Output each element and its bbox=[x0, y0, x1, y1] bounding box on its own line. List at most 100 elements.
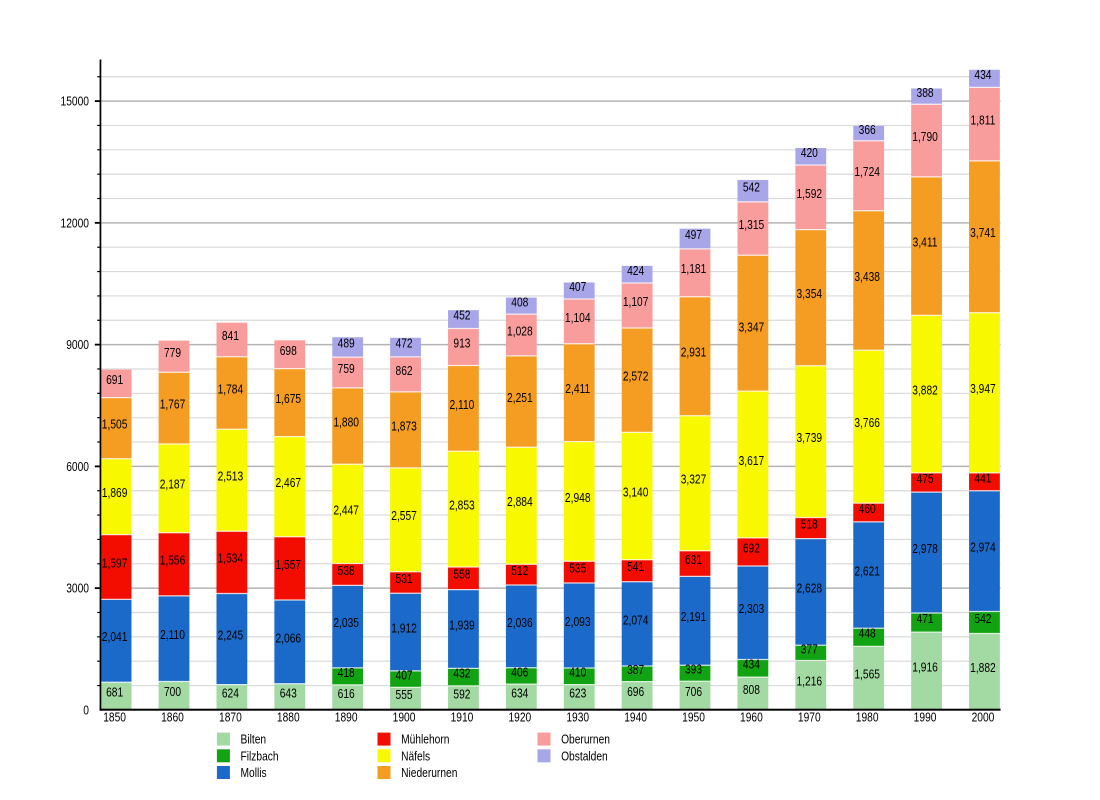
svg-text:3,741: 3,741 bbox=[970, 227, 996, 240]
svg-text:2,074: 2,074 bbox=[623, 614, 649, 627]
svg-text:1,104: 1,104 bbox=[565, 312, 591, 325]
svg-text:1,181: 1,181 bbox=[681, 263, 707, 276]
svg-text:808: 808 bbox=[743, 684, 760, 697]
svg-text:1,790: 1,790 bbox=[912, 131, 938, 144]
svg-text:3,617: 3,617 bbox=[739, 455, 765, 468]
svg-text:3,140: 3,140 bbox=[623, 487, 649, 500]
svg-text:623: 623 bbox=[569, 688, 586, 701]
svg-text:2,948: 2,948 bbox=[565, 492, 591, 505]
svg-text:366: 366 bbox=[859, 124, 876, 137]
svg-text:406: 406 bbox=[511, 666, 528, 679]
svg-text:841: 841 bbox=[222, 330, 239, 343]
svg-text:1,315: 1,315 bbox=[739, 219, 765, 232]
svg-text:Mollis: Mollis bbox=[241, 767, 267, 780]
svg-text:441: 441 bbox=[974, 472, 991, 485]
svg-text:2,447: 2,447 bbox=[333, 504, 359, 517]
svg-text:624: 624 bbox=[222, 688, 240, 701]
svg-text:2,974: 2,974 bbox=[970, 542, 996, 555]
svg-text:Niederurnen: Niederurnen bbox=[401, 767, 457, 780]
svg-text:3,947: 3,947 bbox=[970, 383, 996, 396]
svg-text:2,035: 2,035 bbox=[333, 617, 359, 630]
svg-text:1,565: 1,565 bbox=[854, 669, 880, 682]
svg-text:3,882: 3,882 bbox=[912, 385, 938, 398]
svg-text:1920: 1920 bbox=[508, 711, 531, 724]
svg-text:1890: 1890 bbox=[335, 711, 358, 724]
svg-text:448: 448 bbox=[859, 628, 876, 641]
svg-text:913: 913 bbox=[453, 337, 470, 350]
svg-text:1880: 1880 bbox=[277, 711, 300, 724]
svg-text:2,513: 2,513 bbox=[218, 471, 244, 484]
svg-text:558: 558 bbox=[453, 569, 470, 582]
svg-text:2,557: 2,557 bbox=[391, 510, 417, 523]
svg-text:541: 541 bbox=[627, 561, 644, 574]
svg-text:1990: 1990 bbox=[914, 711, 937, 724]
svg-text:2,110: 2,110 bbox=[160, 629, 185, 642]
svg-text:1,505: 1,505 bbox=[102, 419, 128, 432]
svg-text:2000: 2000 bbox=[972, 711, 995, 724]
svg-text:643: 643 bbox=[280, 687, 297, 700]
svg-text:3,766: 3,766 bbox=[854, 417, 880, 430]
svg-text:3,354: 3,354 bbox=[796, 288, 822, 301]
svg-text:2,884: 2,884 bbox=[507, 496, 533, 509]
svg-text:1870: 1870 bbox=[219, 711, 242, 724]
svg-text:Obstalden: Obstalden bbox=[561, 750, 608, 763]
svg-text:1930: 1930 bbox=[566, 711, 589, 724]
svg-text:1,912: 1,912 bbox=[391, 623, 417, 636]
svg-text:691: 691 bbox=[106, 374, 123, 387]
svg-text:1980: 1980 bbox=[856, 711, 879, 724]
svg-text:631: 631 bbox=[685, 554, 702, 567]
svg-text:3,411: 3,411 bbox=[913, 237, 938, 250]
svg-text:12000: 12000 bbox=[61, 218, 89, 231]
svg-text:452: 452 bbox=[453, 310, 470, 323]
svg-text:538: 538 bbox=[338, 565, 355, 578]
svg-text:1,811: 1,811 bbox=[971, 115, 996, 128]
svg-text:434: 434 bbox=[743, 659, 761, 672]
svg-text:681: 681 bbox=[106, 687, 123, 700]
svg-text:1950: 1950 bbox=[682, 711, 705, 724]
svg-text:1,784: 1,784 bbox=[218, 383, 244, 396]
svg-text:393: 393 bbox=[685, 664, 702, 677]
svg-text:518: 518 bbox=[801, 519, 818, 532]
svg-text:2,191: 2,191 bbox=[681, 611, 707, 624]
svg-text:1,028: 1,028 bbox=[507, 325, 533, 338]
svg-text:9000: 9000 bbox=[66, 339, 89, 352]
svg-text:779: 779 bbox=[164, 347, 181, 360]
svg-text:Näfels: Näfels bbox=[401, 750, 430, 763]
svg-text:696: 696 bbox=[627, 686, 644, 699]
svg-text:2,187: 2,187 bbox=[160, 479, 186, 492]
svg-text:700: 700 bbox=[164, 686, 181, 699]
svg-text:2,093: 2,093 bbox=[565, 616, 591, 629]
svg-text:418: 418 bbox=[338, 667, 355, 680]
svg-text:616: 616 bbox=[338, 688, 355, 701]
svg-text:1,724: 1,724 bbox=[854, 166, 880, 179]
svg-text:555: 555 bbox=[396, 689, 413, 702]
svg-text:1,873: 1,873 bbox=[391, 420, 417, 433]
svg-text:2,036: 2,036 bbox=[507, 617, 533, 630]
svg-text:1,939: 1,939 bbox=[449, 619, 475, 632]
svg-text:471: 471 bbox=[917, 613, 934, 626]
svg-text:706: 706 bbox=[685, 686, 702, 699]
svg-text:1,675: 1,675 bbox=[275, 393, 301, 406]
svg-text:1,880: 1,880 bbox=[333, 417, 359, 430]
svg-text:2,621: 2,621 bbox=[854, 565, 880, 578]
svg-text:Filzbach: Filzbach bbox=[241, 750, 279, 763]
svg-text:472: 472 bbox=[396, 338, 413, 351]
svg-text:489: 489 bbox=[338, 338, 355, 351]
svg-text:2,411: 2,411 bbox=[565, 383, 590, 396]
svg-text:1,767: 1,767 bbox=[160, 399, 186, 412]
svg-text:692: 692 bbox=[743, 542, 760, 555]
svg-text:1,869: 1,869 bbox=[102, 487, 128, 500]
svg-text:Mühlehorn: Mühlehorn bbox=[401, 734, 449, 747]
svg-text:1,597: 1,597 bbox=[102, 557, 128, 570]
svg-text:377: 377 bbox=[801, 643, 818, 656]
svg-text:475: 475 bbox=[917, 473, 934, 486]
svg-text:407: 407 bbox=[396, 670, 413, 683]
svg-text:388: 388 bbox=[917, 87, 934, 100]
svg-text:759: 759 bbox=[338, 363, 355, 376]
svg-text:6000: 6000 bbox=[66, 461, 89, 474]
svg-text:1910: 1910 bbox=[451, 711, 474, 724]
svg-text:3,438: 3,438 bbox=[854, 271, 880, 284]
svg-text:Bilten: Bilten bbox=[241, 734, 267, 747]
svg-text:542: 542 bbox=[743, 181, 760, 194]
svg-text:3000: 3000 bbox=[66, 583, 89, 596]
